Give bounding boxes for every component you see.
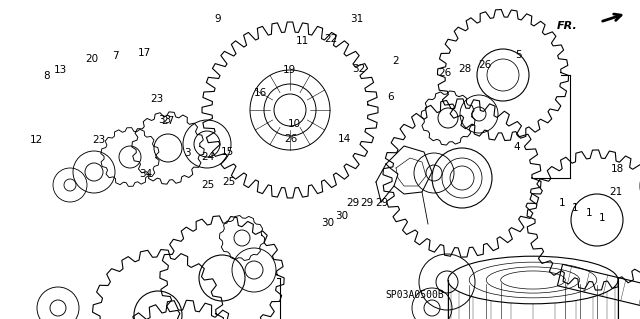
Text: 13: 13 xyxy=(54,65,67,75)
Text: 3: 3 xyxy=(184,148,191,158)
Text: 7: 7 xyxy=(112,51,118,61)
Text: 23: 23 xyxy=(150,94,163,104)
Text: 25: 25 xyxy=(223,177,236,188)
Text: 26: 26 xyxy=(438,68,451,78)
Text: 2: 2 xyxy=(392,56,399,66)
Text: 4: 4 xyxy=(514,142,520,152)
Text: 27: 27 xyxy=(162,115,175,126)
Text: 32: 32 xyxy=(352,63,365,74)
Text: 34: 34 xyxy=(140,169,152,179)
Text: 1: 1 xyxy=(559,198,565,208)
Text: 5: 5 xyxy=(515,50,522,60)
Text: 29: 29 xyxy=(347,197,360,208)
Text: 26: 26 xyxy=(478,60,491,70)
Text: 30: 30 xyxy=(335,211,348,221)
Text: 20: 20 xyxy=(85,54,98,64)
Text: 25: 25 xyxy=(202,180,214,190)
Text: SP03A0500B: SP03A0500B xyxy=(386,290,444,300)
Text: 29: 29 xyxy=(375,197,388,208)
Text: 14: 14 xyxy=(338,134,351,144)
Text: 15: 15 xyxy=(221,147,234,158)
Text: 28: 28 xyxy=(458,63,471,74)
Text: 18: 18 xyxy=(611,164,624,174)
Text: 11: 11 xyxy=(296,36,308,47)
Text: 31: 31 xyxy=(351,13,364,24)
Text: 10: 10 xyxy=(288,119,301,129)
Text: 8: 8 xyxy=(43,71,49,81)
Text: 1: 1 xyxy=(599,212,605,223)
Text: 16: 16 xyxy=(254,87,267,98)
Text: FR.: FR. xyxy=(557,21,578,31)
Text: 26: 26 xyxy=(285,134,298,144)
Text: 17: 17 xyxy=(138,48,150,58)
Text: 22: 22 xyxy=(324,34,337,44)
Text: 19: 19 xyxy=(283,65,296,75)
Text: 9: 9 xyxy=(214,14,221,24)
Text: 24: 24 xyxy=(202,152,214,162)
Text: 6: 6 xyxy=(387,92,394,102)
Text: 21: 21 xyxy=(609,187,622,197)
Text: 12: 12 xyxy=(30,135,43,145)
Text: 30: 30 xyxy=(321,218,334,228)
Text: 1: 1 xyxy=(572,203,579,213)
Text: 33: 33 xyxy=(159,115,172,125)
Text: 23: 23 xyxy=(93,135,106,145)
Text: 29: 29 xyxy=(361,197,374,208)
Text: 1: 1 xyxy=(586,208,592,218)
